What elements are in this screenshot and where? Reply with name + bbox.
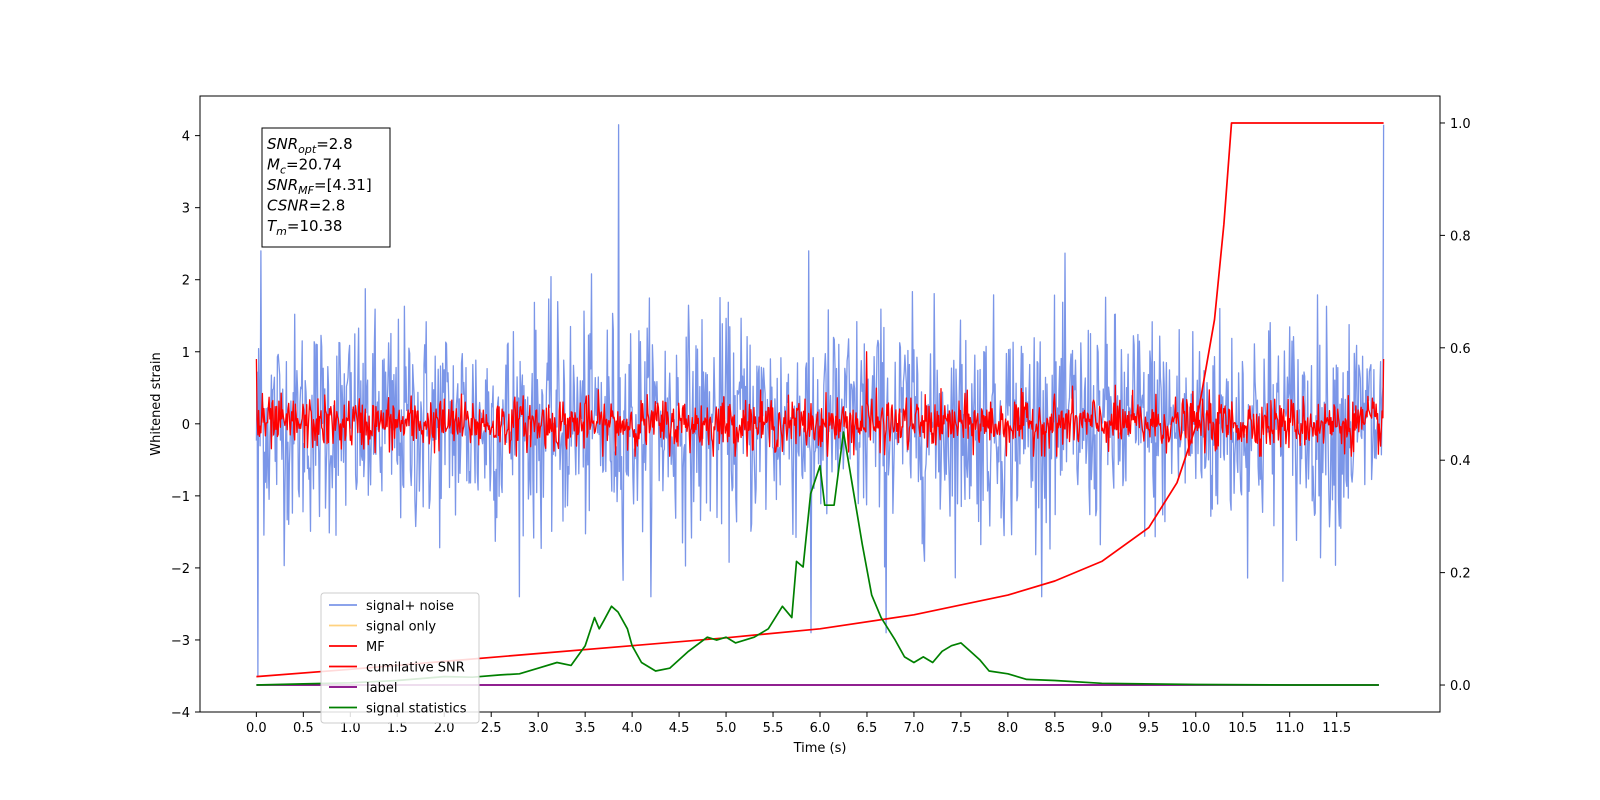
info-box-frame: [261, 127, 391, 248]
series-signal-noise: [255, 124, 1385, 677]
y-axis: −4 −3 −2 −1 0 1 2 3 4: [171, 130, 200, 721]
info-box-line: CSNR=2.8: [267, 197, 345, 215]
y-tick-label: 3: [182, 202, 190, 217]
y2-tick-label: 0.0: [1450, 679, 1471, 694]
x-tick-label: 2.0: [434, 721, 455, 736]
x-tick-label: 0.0: [246, 721, 267, 736]
y2-tick-label: 0.4: [1450, 454, 1471, 469]
x-tick-label: 10.0: [1181, 721, 1210, 736]
x-tick-label: 10.5: [1228, 721, 1257, 736]
legend-label: cumilative SNR: [366, 661, 465, 676]
x-tick-label: 2.5: [481, 721, 502, 736]
y-tick-label: −3: [171, 634, 190, 649]
y2-tick-label: 0.8: [1450, 229, 1471, 244]
x-tick-label: 7.0: [904, 721, 925, 736]
legend-label: label: [366, 681, 397, 696]
x-tick-label: 6.0: [810, 721, 831, 736]
y2-tick-label: 1.0: [1450, 117, 1471, 132]
y2-axis: 0.0 0.2 0.4 0.6 0.8 1.0: [1440, 117, 1471, 694]
y-axis-label: Whitened strain: [149, 352, 164, 455]
legend-frame: [320, 592, 480, 724]
y-tick-label: −2: [171, 562, 190, 577]
x-axis-label: Time (s): [793, 741, 847, 756]
x-tick-label: 6.5: [857, 721, 878, 736]
y-tick-label: −4: [171, 706, 190, 721]
y-tick-label: 2: [182, 274, 190, 289]
x-tick-label: 5.0: [716, 721, 737, 736]
x-tick-label: 0.5: [293, 721, 314, 736]
x-tick-label: 8.0: [998, 721, 1019, 736]
info-box-line: SNRopt=2.8: [267, 135, 353, 156]
y-tick-label: −1: [171, 490, 190, 505]
y-tick-label: 1: [182, 346, 190, 361]
x-tick-label: 9.5: [1138, 721, 1159, 736]
x-tick-label: 1.0: [340, 721, 361, 736]
x-tick-label: 7.5: [951, 721, 972, 736]
x-tick-label: 9.0: [1091, 721, 1112, 736]
x-tick-label: 8.5: [1045, 721, 1066, 736]
x-tick-label: 5.5: [763, 721, 784, 736]
x-tick-label: 3.5: [575, 721, 596, 736]
x-tick-label: 11.0: [1275, 721, 1304, 736]
info-box-line: Tm=10.38: [267, 217, 342, 238]
legend-label: signal statistics: [366, 702, 467, 717]
x-tick-label: 4.5: [669, 721, 690, 736]
info-box-line: Mc=20.74: [267, 156, 342, 177]
series-signal-statistics: [256, 431, 1379, 686]
x-tick-label: 4.0: [622, 721, 643, 736]
legend: signal+ noise signal only MF cumilative SNR…: [320, 592, 480, 724]
legend-label: signal only: [366, 620, 436, 635]
x-tick-label: 11.5: [1322, 721, 1351, 736]
legend-label: MF: [366, 640, 385, 655]
y2-tick-label: 0.2: [1450, 567, 1471, 582]
series-cumilative-snr: [256, 122, 1384, 678]
y-tick-label: 4: [182, 130, 190, 145]
info-box-line: SNRMF=[4.31]: [267, 176, 372, 197]
y2-tick-label: 0.6: [1450, 342, 1471, 357]
x-tick-label: 3.0: [528, 721, 549, 736]
legend-label: signal+ noise: [366, 599, 454, 614]
x-axis: 0.0 0.5 1.0 1.5 2.0 2.5 3.0 3.5 4.0 4.5 5.0 5.5 6.0 6…: [246, 712, 1351, 736]
y-tick-label: 0: [182, 418, 190, 433]
x-tick-label: 1.5: [387, 721, 408, 736]
